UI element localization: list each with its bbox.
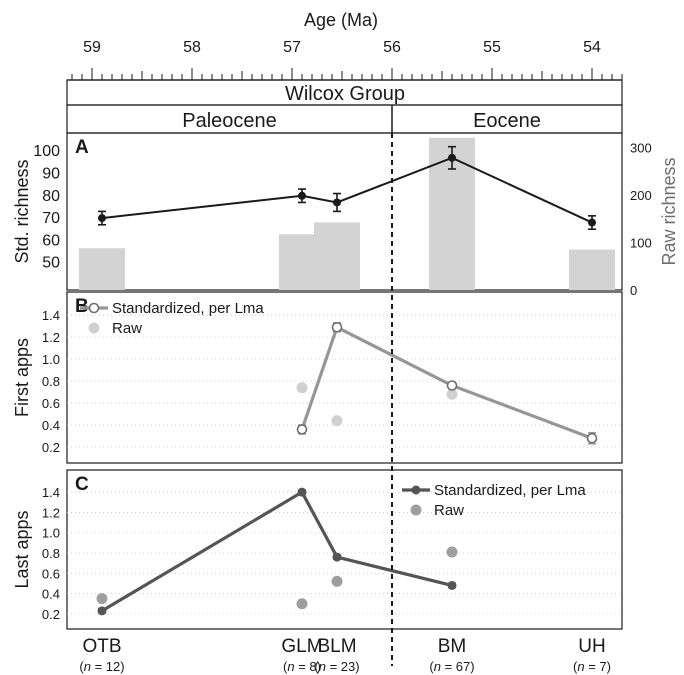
y2-tick-label: 0 — [630, 283, 637, 298]
y2-tick-label: 300 — [630, 140, 652, 155]
raw-point — [331, 415, 343, 427]
site-sample-size: (n = 7) — [573, 659, 611, 674]
standardized-point — [97, 606, 107, 616]
std-richness-point — [298, 191, 306, 200]
panel-frame — [66, 469, 623, 630]
y2-axis-title: Raw richness — [659, 157, 679, 265]
y-tick-label: 1.2 — [42, 505, 60, 520]
y-axis-title: Std. richness — [12, 159, 32, 263]
age-axis: 59 58 57 56 55 54 — [67, 39, 623, 81]
site-label: UH — [578, 636, 605, 657]
y-axis-title: First apps — [12, 338, 32, 417]
y-tick-label: 0.6 — [42, 566, 60, 581]
legend-label: Standardized, per Lma — [112, 300, 264, 317]
y-tick-label: 1.4 — [42, 485, 60, 500]
y-tick-label: 90 — [42, 165, 60, 182]
legend-marker-swatch — [88, 302, 100, 314]
site-sample-size: (n = 12) — [79, 659, 124, 674]
raw-point — [96, 593, 108, 605]
y-tick-label: 0.4 — [42, 587, 60, 602]
y2-tick-label: 100 — [630, 235, 652, 250]
y-tick-label: 0.6 — [42, 396, 60, 411]
y-axis-title: Last apps — [12, 510, 32, 588]
standardized-point — [331, 321, 343, 333]
age-axis-title: Age (Ma) — [304, 10, 378, 30]
raw-richness-bar — [79, 248, 125, 290]
raw-point — [446, 388, 458, 400]
y-tick-label: 80 — [42, 188, 60, 205]
y-tick-label: 1.4 — [42, 308, 60, 323]
std-richness-point — [588, 218, 596, 227]
y2-tick-label: 200 — [630, 188, 652, 203]
standardized-point — [296, 424, 308, 435]
panel-letter: C — [75, 474, 89, 495]
period-label-eocene: Eocene — [473, 110, 541, 132]
y-tick-label: 60 — [42, 232, 60, 249]
std-richness-point — [333, 198, 341, 207]
y-tick-label: 0.2 — [42, 607, 60, 622]
y-tick-label: 0.2 — [42, 440, 60, 455]
panel-c: C 0.2 0.4 0.6 0.8 1.0 1.2 1.4 Last apps Standardi… — [12, 469, 623, 630]
legend-label: Raw — [112, 320, 142, 337]
standardized-point — [447, 580, 457, 590]
legend-marker-swatch — [411, 485, 421, 495]
site-sample-size: (n = 67) — [429, 659, 474, 674]
age-tick-label: 58 — [183, 39, 201, 56]
standardized-line — [300, 325, 593, 440]
standardized-line — [101, 490, 453, 613]
raw-richness-bar — [314, 222, 360, 290]
legend-label: Standardized, per Lma — [434, 482, 586, 499]
group-label: Wilcox Group — [285, 83, 405, 105]
y-tick-label: 0.8 — [42, 546, 60, 561]
std-richness-line — [101, 156, 593, 224]
raw-point — [296, 382, 308, 394]
legend-raw-swatch — [88, 322, 100, 334]
standardized-point — [332, 552, 342, 562]
standardized-point — [446, 380, 458, 391]
panel-letter: A — [75, 137, 89, 158]
y-tick-label: 1.0 — [42, 526, 60, 541]
age-tick-label: 59 — [83, 39, 101, 56]
site-label: OTB — [82, 636, 121, 657]
raw-richness-bar — [569, 249, 615, 290]
raw-point — [446, 546, 458, 558]
std-richness-point — [448, 153, 456, 162]
standardized-point — [586, 432, 598, 444]
y-tick-label: 50 — [42, 255, 60, 272]
age-tick-label: 57 — [283, 39, 301, 56]
site-label: GLM — [281, 636, 322, 657]
panel-frame — [66, 291, 623, 464]
raw-point — [296, 598, 308, 610]
site-label: BM — [438, 636, 467, 657]
y-tick-label: 1.2 — [42, 330, 60, 345]
age-tick-label: 56 — [383, 39, 401, 56]
raw-point — [331, 575, 343, 587]
age-tick-label: 54 — [583, 39, 601, 56]
age-tick-label: 55 — [483, 39, 501, 56]
standardized-point — [297, 487, 307, 497]
site-labels: OTB (n = 12) GLM (n = 8) BLM (n = 23) BM (n = 6… — [79, 636, 611, 674]
std-richness-point — [98, 214, 106, 223]
y-tick-label: 1.0 — [42, 352, 60, 367]
period-label-paleocene: Paleocene — [182, 110, 277, 132]
y-tick-label: 70 — [42, 210, 60, 227]
legend-raw-swatch — [410, 504, 422, 516]
site-sample-size: (n = 23) — [314, 659, 359, 674]
site-label: BLM — [317, 636, 356, 657]
legend-label: Raw — [434, 502, 464, 519]
y-tick-label: 0.8 — [42, 374, 60, 389]
y-tick-label: 0.4 — [42, 418, 60, 433]
y-tick-label: 100 — [33, 143, 60, 160]
site-sample-size: (n = 8) — [283, 659, 321, 674]
